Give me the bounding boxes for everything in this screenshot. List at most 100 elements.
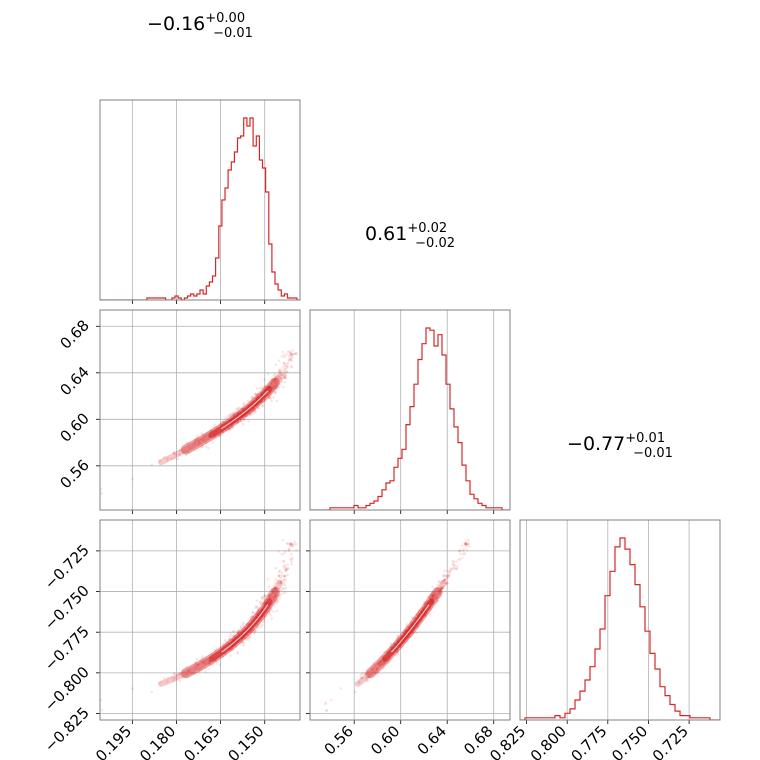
scatter-point [379,660,382,664]
scatter-point [274,386,278,390]
scatter-point [193,663,197,667]
scatter-point [279,379,282,382]
scatter-point [267,396,271,400]
scatter-point [200,667,204,670]
scatter-point [277,371,281,374]
scatter-point [270,592,274,595]
scatter-point [324,701,328,705]
scatter-point [279,582,283,585]
scatter-point [286,542,290,545]
scatter-point [196,663,199,666]
scatter-point [255,626,259,630]
scatter-point [445,575,448,578]
scatter-point [199,441,202,445]
scatter-point [442,579,445,583]
scatter-point [396,652,400,655]
scatter-point [279,576,283,579]
scatter-point [280,574,284,577]
scatter-point [279,371,283,374]
scatter-point [275,592,279,595]
scatter-point [358,680,362,683]
scatter-point [255,405,259,409]
scatter-point [396,635,400,639]
scatter-point [459,552,463,556]
histogram-step-line [310,327,510,510]
scatter-point [275,399,279,403]
scatter-point [273,384,277,388]
scatter-point [247,638,250,641]
scatter-point [372,670,375,673]
scatter-point [440,587,443,591]
scatter-point [131,477,134,481]
scatter-point [287,567,290,570]
scatter-point [411,616,415,620]
scatter-point [257,406,261,410]
scatter-point [202,660,205,664]
scatter-point [268,394,271,398]
scatter-point [432,594,436,598]
title-lower-2: −0.02 [415,236,455,251]
scatter-point [196,436,199,440]
scatter-point [244,636,248,640]
scatter-point [282,361,286,365]
y-tick-label: −0.825 [41,704,93,756]
scatter-point [429,608,433,611]
scatter-point [214,649,218,653]
titles: −0.16+0.00 −0.01 0.61+0.02 −0.02 −0.77+0.0… [147,11,673,461]
scatter-point [230,426,234,430]
scatter-point [277,594,281,597]
scatter-point [247,636,250,639]
scatter-point [218,435,222,438]
scatter-point [412,630,416,633]
scatter-point [284,569,287,572]
scatter-point [242,405,246,408]
scatter-point [232,412,235,416]
scatter-point [371,669,374,672]
scatter-point [443,577,447,581]
scatter-point [325,709,328,713]
panel-3-2: 0.56 0.60 0.64 0.68 [306,519,511,758]
scatter-point [413,616,416,619]
scatter-point [178,679,182,683]
scatter-point [437,580,440,583]
scatter-point [256,625,260,629]
scatter-point [73,702,76,705]
scatter-point [329,698,333,702]
scatter-point [178,449,182,452]
scatter-point [269,393,273,397]
scatter-point [237,628,241,632]
scatter-point [289,542,292,546]
scatter-point [376,663,379,666]
scatter-point [264,399,267,402]
scatter-point [264,614,267,618]
scatter-point [284,367,288,371]
scatter-point [364,676,367,679]
scatter-point [100,708,104,712]
scatter-point [272,378,275,382]
scatter-point [192,671,195,675]
scatter-point [423,602,426,606]
scatter-point [270,589,273,593]
scatter-point [199,438,203,441]
scatter-point [262,618,265,621]
scatter-point [271,590,275,594]
scatter-point [439,587,442,591]
density-contours [158,579,283,687]
panel-frame [309,309,511,511]
scatter-point [255,394,259,398]
panel-frame [99,519,301,721]
scatter-point [275,596,279,600]
scatter-point [187,669,190,673]
scatter-point [271,588,275,591]
scatter-point [455,567,459,570]
scatter-point [202,435,206,439]
panel-3-3: −0.825−0.800−0.775−0.750−0.725 [477,519,721,760]
scatter-point [283,363,287,367]
scatter-point [287,361,290,365]
scatter-point [449,567,453,570]
scatter-point [273,381,277,385]
scatter-point [276,579,280,583]
scatter-point [451,567,454,571]
scatter-point [279,380,283,383]
